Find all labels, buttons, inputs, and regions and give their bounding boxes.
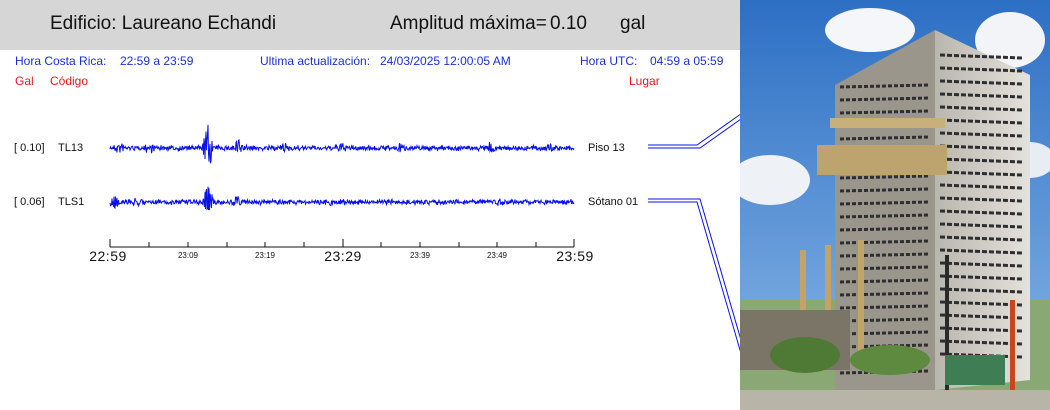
axis-label-minor-4: 23:49	[486, 251, 508, 260]
window-row	[839, 109, 931, 115]
window-row	[839, 252, 931, 258]
window-row	[839, 239, 931, 245]
window-row	[839, 226, 931, 232]
amplitude-unit: gal	[620, 13, 646, 34]
window-row	[839, 265, 931, 271]
window-row	[839, 304, 931, 310]
trace-1-waveform	[109, 124, 575, 164]
place-column-header: Lugar	[629, 74, 660, 88]
window-row	[839, 278, 931, 284]
window-row	[839, 187, 931, 193]
axis-label-major-3: 23:59	[556, 248, 594, 264]
trace-2-code: TLS1	[58, 196, 85, 208]
window-row	[839, 200, 931, 206]
building-photo	[740, 0, 1050, 410]
window-row	[839, 330, 931, 336]
axis-label-minor-1: 23:09	[177, 251, 199, 260]
axis-label-minor-3: 23:39	[409, 251, 431, 260]
building-title: Edificio: Laureano Echandi	[50, 13, 277, 34]
amplitude-value: 0.10	[550, 13, 587, 34]
window-row	[839, 317, 931, 323]
leader-line-piso-13	[648, 113, 740, 149]
axis-label-minor-2: 23:19	[254, 251, 276, 260]
window-row	[839, 174, 931, 180]
trace-1-code: TL13	[58, 142, 84, 154]
trace-2-place: Sótano 01	[588, 196, 639, 208]
update-label: Ultima actualización:	[260, 54, 371, 68]
seismic-traces	[109, 124, 575, 211]
update-value: 24/03/2025 12:00:05 AM	[380, 54, 511, 68]
trace-2-amplitude: [ 0.06]	[14, 196, 45, 208]
axis-label-major-1: 22:59	[89, 248, 127, 264]
code-column-header: Código	[50, 74, 89, 88]
gal-column-header: Gal	[15, 74, 34, 88]
trace-2-waveform	[109, 186, 575, 211]
utc-range: 04:59 a 05:59	[650, 54, 724, 68]
window-row	[839, 96, 931, 102]
time-axis	[109, 239, 575, 248]
window-row	[839, 291, 931, 297]
cr-time-range: 22:59 a 23:59	[120, 54, 194, 68]
window-row	[839, 135, 931, 141]
utc-label: Hora UTC:	[580, 54, 638, 68]
header-bar	[0, 0, 740, 50]
cr-time-label: Hora Costa Rica:	[15, 54, 107, 68]
window-row	[839, 213, 931, 219]
amplitude-label: Amplitud máxima=	[390, 13, 547, 34]
trace-1-place: Piso 13	[588, 142, 625, 154]
window-row	[839, 83, 931, 89]
seismogram-panel	[109, 113, 740, 382]
trace-1-amplitude: [ 0.10]	[14, 142, 45, 154]
leader-line-sotano-01	[648, 198, 740, 382]
axis-label-major-2: 23:29	[324, 248, 362, 264]
